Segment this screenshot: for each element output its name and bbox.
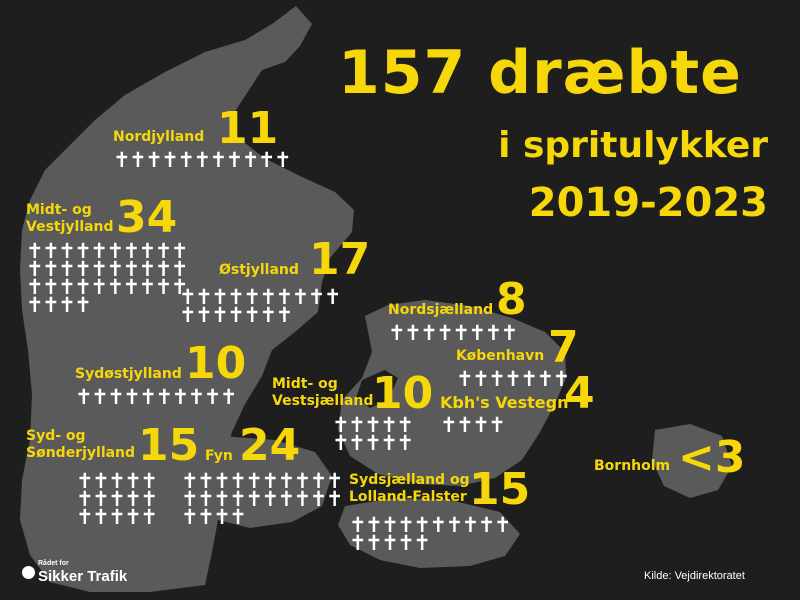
region-count: 10 bbox=[372, 368, 434, 419]
death-crosses: ✝✝✝✝✝✝✝✝✝✝ ✝✝✝✝✝✝✝✝✝✝ ✝✝✝✝ bbox=[181, 469, 343, 529]
region-name: Kbh's Vestegn bbox=[440, 393, 569, 412]
headline: 157 dræbte bbox=[338, 38, 742, 108]
crown-icon bbox=[22, 566, 35, 579]
region-count: 11 bbox=[217, 103, 279, 154]
region-name: Østjylland bbox=[219, 262, 299, 278]
death-crosses: ✝✝✝✝✝✝✝✝✝✝ bbox=[75, 385, 237, 409]
region-name: Sydøstjylland bbox=[75, 366, 182, 382]
region-name: Nordjylland bbox=[113, 129, 205, 145]
region-count: 15 bbox=[138, 420, 200, 471]
map-bornholm bbox=[652, 424, 732, 498]
death-crosses: ✝✝✝✝✝✝✝✝✝✝✝ bbox=[113, 148, 292, 172]
death-crosses: ✝✝✝✝✝✝✝✝✝✝ ✝✝✝✝✝ bbox=[349, 513, 511, 555]
region-count: 15 bbox=[469, 464, 531, 515]
region-count: 17 bbox=[309, 234, 371, 285]
logo-small-text: Rådet for bbox=[38, 560, 69, 567]
region-name: Nordsjælland bbox=[388, 302, 494, 318]
region-count: 8 bbox=[496, 274, 527, 325]
death-crosses: ✝✝✝✝ bbox=[440, 413, 506, 437]
region-name: Midt- og Vestjylland bbox=[26, 202, 114, 235]
period: 2019-2023 bbox=[528, 180, 768, 226]
death-crosses: ✝✝✝✝✝✝✝✝ bbox=[388, 321, 518, 345]
logo-big-text: Sikker Trafik bbox=[38, 568, 128, 585]
region-count: <3 bbox=[678, 432, 746, 483]
map-inlet bbox=[356, 370, 398, 408]
region-name: Bornholm bbox=[594, 458, 671, 474]
region-count: 24 bbox=[239, 420, 301, 471]
region-count: 7 bbox=[548, 322, 579, 373]
map-fyn bbox=[176, 436, 332, 528]
death-crosses: ✝✝✝✝✝✝✝✝✝✝ ✝✝✝✝✝✝✝✝✝✝ ✝✝✝✝✝✝✝✝✝✝ ✝✝✝✝ bbox=[26, 239, 188, 317]
source-credit: Kilde: Vejdirektoratet bbox=[644, 570, 745, 582]
region-name: Syd- og Sønderjylland bbox=[26, 428, 136, 461]
region-name: Sydsjælland og Lolland-Falster bbox=[349, 472, 470, 505]
map-zealand bbox=[338, 300, 566, 486]
region-name: Midt- og Vestsjælland bbox=[272, 376, 374, 409]
region-count: 34 bbox=[116, 192, 178, 243]
map-jutland bbox=[20, 6, 354, 592]
region-name: København bbox=[456, 348, 545, 364]
region-name: Fyn bbox=[205, 448, 233, 464]
death-crosses: ✝✝✝✝✝ ✝✝✝✝✝ ✝✝✝✝✝ bbox=[76, 469, 158, 529]
death-crosses: ✝✝✝✝✝ ✝✝✝✝✝ bbox=[332, 413, 414, 455]
region-count: 4 bbox=[564, 368, 595, 419]
death-crosses: ✝✝✝✝✝✝✝✝✝✝ ✝✝✝✝✝✝✝ bbox=[179, 285, 341, 327]
region-count: 10 bbox=[185, 338, 247, 389]
death-crosses: ✝✝✝✝✝✝✝ bbox=[456, 367, 570, 391]
map-lolland bbox=[338, 498, 520, 568]
subheadline: i spritulykker bbox=[498, 125, 768, 166]
